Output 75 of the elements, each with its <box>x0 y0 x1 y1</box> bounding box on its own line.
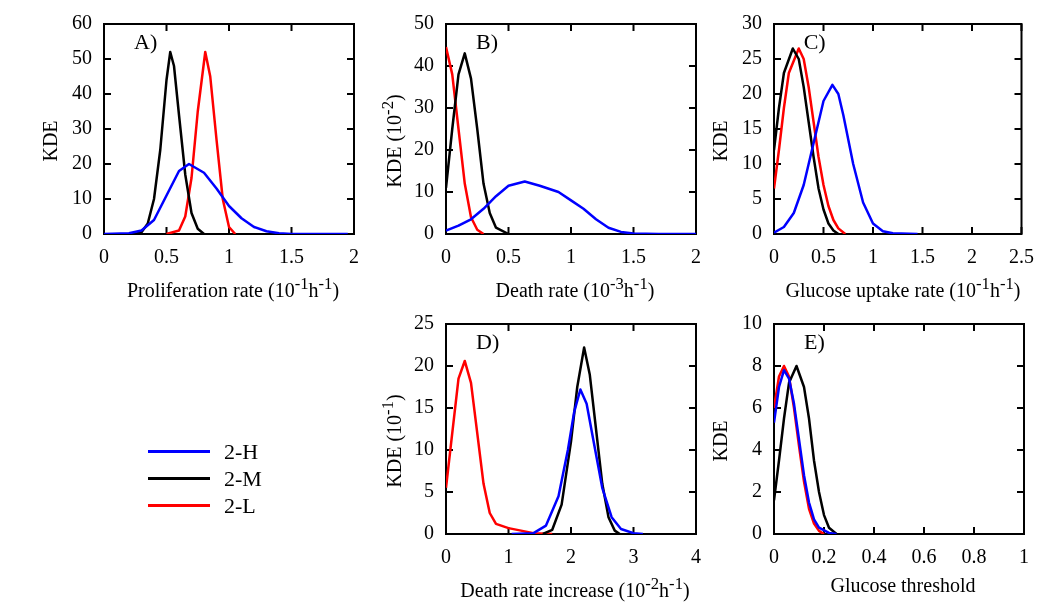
y-tick-label: 6 <box>752 395 762 418</box>
y-tick-label: 50 <box>414 11 434 34</box>
x-tick-label: 2 <box>967 245 977 268</box>
y-tick-label: 20 <box>742 81 762 104</box>
y-tick-label: 10 <box>414 437 434 460</box>
y-tick-label: 0 <box>82 221 92 244</box>
y-tick-label: 20 <box>414 353 434 376</box>
y-tick-label: 15 <box>414 395 434 418</box>
y-tick-label: 10 <box>414 179 434 202</box>
x-axis-title: Death rate increase (10$^{-2}$h$^{-1}$) <box>459 574 691 602</box>
x-tick-label: 1 <box>868 245 878 268</box>
y-tick-label: 25 <box>414 311 434 334</box>
x-tick-label: 0 <box>769 245 779 268</box>
y-tick-label: 0 <box>752 221 762 244</box>
legend-label: 2-L <box>224 492 256 519</box>
x-tick-label: 0 <box>769 545 779 568</box>
x-tick-label: 1.5 <box>279 245 304 268</box>
x-tick-label: 0.5 <box>811 245 836 268</box>
x-tick-label: 1 <box>1019 545 1029 568</box>
y-axis-title: KDE <box>38 120 62 162</box>
x-tick-label: 2 <box>349 245 359 268</box>
x-tick-label: 1.5 <box>910 245 935 268</box>
x-tick-label: 0.5 <box>496 245 521 268</box>
y-tick-label: 2 <box>752 479 762 502</box>
y-tick-label: 15 <box>742 116 762 139</box>
y-tick-label: 5 <box>424 479 434 502</box>
annotation: E) <box>804 328 825 354</box>
y-tick-label: 30 <box>72 116 92 139</box>
y-tick-label: 40 <box>414 53 434 76</box>
x-tick-label: 1 <box>566 245 576 268</box>
x-tick-label: 1 <box>224 245 234 268</box>
x-tick-label: 3 <box>628 545 639 568</box>
y-tick-label: 25 <box>742 46 762 69</box>
y-tick-label: 30 <box>414 95 434 118</box>
y-tick-label: 0 <box>424 521 434 544</box>
y-tick-label: 10 <box>72 186 92 209</box>
x-tick-label: 0.2 <box>811 545 837 568</box>
annotation: A) <box>134 28 158 54</box>
x-tick-label: 0 <box>441 245 451 268</box>
x-axis-title: Glucose threshold <box>829 574 977 597</box>
x-tick-label: 0.8 <box>961 545 987 568</box>
x-axis-title: Death rate (10$^{-3}$h$^{-1}$) <box>494 274 656 302</box>
x-tick-label: 2.5 <box>1009 245 1034 268</box>
x-tick-label: 1 <box>503 545 514 568</box>
y-tick-label: 60 <box>72 11 92 34</box>
annotation: C) <box>803 28 826 54</box>
y-tick-label: 5 <box>752 186 762 209</box>
x-axis-title: Glucose uptake rate (10$^{-1}$h$^{-1}$) <box>784 274 1022 302</box>
y-tick-label: 10 <box>742 311 762 334</box>
legend-label: 2-H <box>224 438 259 465</box>
x-tick-label: 0.5 <box>154 245 179 268</box>
y-tick-label: 20 <box>414 137 434 160</box>
y-tick-label: 0 <box>424 221 434 244</box>
annotation: B) <box>476 28 498 54</box>
legend-label: 2-M <box>224 465 262 492</box>
x-tick-label: 4 <box>691 545 701 568</box>
y-axis-title: KDE <box>708 420 732 462</box>
x-tick-label: 0 <box>99 245 109 268</box>
x-axis-title: Proliferation rate (10$^{-1}$h$^{-1}$) <box>125 274 341 302</box>
y-tick-label: 0 <box>752 521 762 544</box>
annotation: D) <box>476 328 500 354</box>
y-tick-label: 30 <box>742 11 762 34</box>
y-tick-label: 8 <box>752 353 762 376</box>
y-tick-label: 20 <box>72 151 92 174</box>
y-tick-label: 40 <box>72 81 92 104</box>
x-tick-label: 0.4 <box>861 545 887 568</box>
x-tick-label: 1.5 <box>621 245 646 268</box>
y-tick-label: 50 <box>72 46 92 69</box>
y-tick-label: 4 <box>752 437 762 460</box>
x-tick-label: 2 <box>691 245 701 268</box>
x-tick-label: 0.6 <box>911 545 937 568</box>
x-tick-label: 0 <box>441 545 451 568</box>
y-axis-title: KDE <box>708 120 732 162</box>
x-tick-label: 2 <box>566 545 576 568</box>
y-tick-label: 10 <box>742 151 762 174</box>
